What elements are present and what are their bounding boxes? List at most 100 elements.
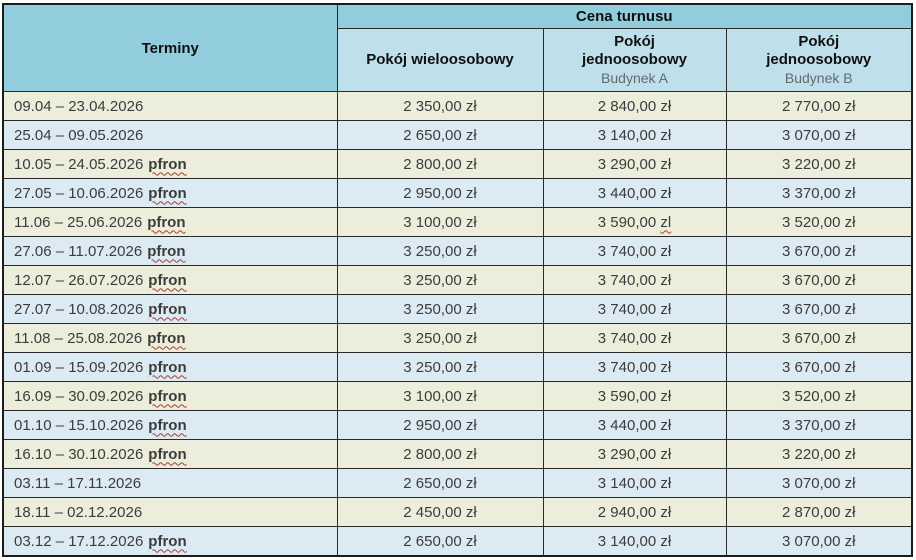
pfron-tag: pfron — [148, 387, 187, 405]
price-multi-cell: 3 250,00 zł — [336, 265, 544, 295]
pfron-tag: pfron — [148, 532, 187, 550]
termin-dates: 10.05 – 24.05.2026 — [14, 155, 144, 173]
termin-dates: 27.05 – 10.06.2026 — [14, 184, 144, 202]
table-row: 27.05 – 10.06.2026 pfron 2 950,00 zł 3 440,… — [2, 178, 913, 208]
price-single-b-cell: 3 220,00 zł — [725, 149, 913, 179]
table-row: 12.07 – 26.07.2026 pfron 3 250,00 zł 3 740,… — [2, 265, 913, 295]
price-single-a-cell: 3 290,00 zł — [542, 439, 727, 469]
price-multi-cell: 2 650,00 zł — [336, 526, 544, 557]
column-header-pokoj-jednoosobowy-a: Pokój jednoosobowy Budynek A — [542, 28, 727, 92]
table-row: 18.11 – 02.12.2026 2 450,00 zł 2 940,00 zł… — [2, 497, 913, 527]
price-single-a-cell: 3 290,00 zł — [542, 149, 727, 179]
price-single-a-cell: 3 740,00 zł — [542, 323, 727, 353]
termin-cell: 27.06 – 11.07.2026 pfron — [2, 236, 338, 266]
column-header-pokoj-wieloosobowy: Pokój wieloosobowy — [336, 28, 544, 92]
price-multi-cell: 3 100,00 zł — [336, 381, 544, 411]
table-row: 11.08 – 25.08.2026 pfron 3 250,00 zł 3 740,… — [2, 323, 913, 353]
table-row: 09.04 – 23.04.2026 2 350,00 zł 2 840,00 zł… — [2, 91, 913, 121]
price-multi-cell: 2 800,00 zł — [336, 149, 544, 179]
pfron-tag: pfron — [148, 416, 187, 434]
table-row: 03.12 – 17.12.2026 pfron 2 650,00 zł 3 140,… — [2, 526, 913, 557]
termin-cell: 27.05 – 10.06.2026 pfron — [2, 178, 338, 208]
price-single-b-cell: 3 670,00 zł — [725, 236, 913, 266]
column-label: Pokój jednoosobowy — [766, 32, 872, 69]
pfron-tag: pfron — [147, 329, 186, 347]
termin-dates: 09.04 – 23.04.2026 — [14, 97, 144, 115]
price-single-a-cell: 2 840,00 zł — [542, 91, 727, 121]
pfron-tag: pfron — [148, 184, 187, 202]
price-table: Terminy Cena turnusu Pokój wieloosobowy … — [2, 3, 913, 557]
price-multi-cell: 2 950,00 zł — [336, 178, 544, 208]
column-label: Pokój jednoosobowy — [582, 32, 687, 69]
column-header-pokoj-jednoosobowy-b: Pokój jednoosobowy Budynek B — [725, 28, 913, 92]
table-row: 11.06 – 25.06.2026 pfron 3 100,00 zł 3 590,… — [2, 207, 913, 237]
termin-cell: 09.04 – 23.04.2026 — [2, 91, 338, 121]
price-single-b-cell: 2 870,00 zł — [725, 497, 913, 527]
pfron-tag: pfron — [148, 358, 187, 376]
table-row: 10.05 – 24.05.2026 pfron 2 800,00 zł 3 290,… — [2, 149, 913, 179]
price-multi-cell: 3 100,00 zł — [336, 207, 544, 237]
price-single-b-cell: 3 070,00 zł — [725, 120, 913, 150]
termin-dates: 12.07 – 26.07.2026 — [14, 271, 144, 289]
price-table-body: 09.04 – 23.04.2026 2 350,00 zł 2 840,00 zł… — [2, 91, 913, 557]
price-multi-cell: 3 250,00 zł — [336, 323, 544, 353]
termin-dates: 03.12 – 17.12.2026 — [14, 532, 144, 550]
column-sublabel: Budynek B — [784, 70, 853, 86]
price-multi-cell: 2 800,00 zł — [336, 439, 544, 469]
termin-cell: 18.11 – 02.12.2026 — [2, 497, 338, 527]
price-single-a-cell: 3 740,00 zł — [542, 294, 727, 324]
price-single-a-cell: 3 140,00 zł — [542, 526, 727, 557]
table-row: 01.09 – 15.09.2026 pfron 3 250,00 zł 3 740,… — [2, 352, 913, 382]
termin-dates: 27.07 – 10.08.2026 — [14, 300, 144, 318]
pfron-tag: pfron — [148, 300, 187, 318]
price-single-b-cell: 3 220,00 zł — [725, 439, 913, 469]
price-single-b-cell: 3 370,00 zł — [725, 410, 913, 440]
termin-cell: 03.11 – 17.11.2026 — [2, 468, 338, 498]
price-multi-cell: 3 250,00 zł — [336, 352, 544, 382]
termin-dates: 03.11 – 17.11.2026 — [14, 474, 142, 492]
termin-dates: 16.09 – 30.09.2026 — [14, 387, 144, 405]
column-sublabel: Budynek A — [601, 70, 668, 86]
header-title-row: Terminy Cena turnusu — [2, 3, 913, 92]
termin-cell: 27.07 – 10.08.2026 pfron — [2, 294, 338, 324]
table-row: 25.04 – 09.05.2026 2 650,00 zł 3 140,00 zł… — [2, 120, 913, 150]
pfron-tag: pfron — [148, 271, 187, 289]
price-single-b-cell: 3 520,00 zł — [725, 207, 913, 237]
price-multi-cell: 2 450,00 zł — [336, 497, 544, 527]
price-single-b-cell: 3 670,00 zł — [725, 323, 913, 353]
price-single-a-cell: 3 740,00 zł — [542, 236, 727, 266]
pfron-tag: pfron — [147, 242, 186, 260]
termin-dates: 27.06 – 11.07.2026 — [14, 242, 143, 260]
termin-dates: 01.09 – 15.09.2026 — [14, 358, 144, 376]
price-single-a-cell: 3 740,00 zł — [542, 265, 727, 295]
table-row: 27.06 – 11.07.2026 pfron 3 250,00 zł 3 740,… — [2, 236, 913, 266]
pfron-tag: pfron — [148, 445, 187, 463]
price-single-b-cell: 3 520,00 zł — [725, 381, 913, 411]
price-single-b-cell: 3 670,00 zł — [725, 294, 913, 324]
price-single-b-cell: 3 070,00 zł — [725, 468, 913, 498]
price-single-a-cell: 2 940,00 zł — [542, 497, 727, 527]
pfron-tag: pfron — [148, 155, 187, 173]
table-row: 03.11 – 17.11.2026 2 650,00 zł 3 140,00 zł… — [2, 468, 913, 498]
termin-dates: 18.11 – 02.12.2026 — [14, 503, 143, 521]
pfron-tag: pfron — [147, 213, 186, 231]
termin-dates: 25.04 – 09.05.2026 — [14, 126, 144, 144]
misspelled-currency: zl — [660, 213, 672, 231]
termin-dates: 01.10 – 15.10.2026 — [14, 416, 144, 434]
price-multi-cell: 2 350,00 zł — [336, 91, 544, 121]
termin-dates: 11.08 – 25.08.2026 — [14, 329, 143, 347]
termin-cell: 03.12 – 17.12.2026 pfron — [2, 526, 338, 557]
price-single-a-cell: 3 590,00 zl — [542, 207, 727, 237]
termin-cell: 01.10 – 15.10.2026 pfron — [2, 410, 338, 440]
table-row: 16.09 – 30.09.2026 pfron 3 100,00 zł 3 590,… — [2, 381, 913, 411]
price-single-a-cell: 3 590,00 zł — [542, 381, 727, 411]
price-multi-cell: 2 950,00 zł — [336, 410, 544, 440]
termin-cell: 11.08 – 25.08.2026 pfron — [2, 323, 338, 353]
price-single-b-cell: 3 370,00 zł — [725, 178, 913, 208]
termin-cell: 16.10 – 30.10.2026 pfron — [2, 439, 338, 469]
price-multi-cell: 3 250,00 zł — [336, 294, 544, 324]
termin-dates: 11.06 – 25.06.2026 — [14, 213, 143, 231]
termin-cell: 16.09 – 30.09.2026 pfron — [2, 381, 338, 411]
termin-cell: 10.05 – 24.05.2026 pfron — [2, 149, 338, 179]
